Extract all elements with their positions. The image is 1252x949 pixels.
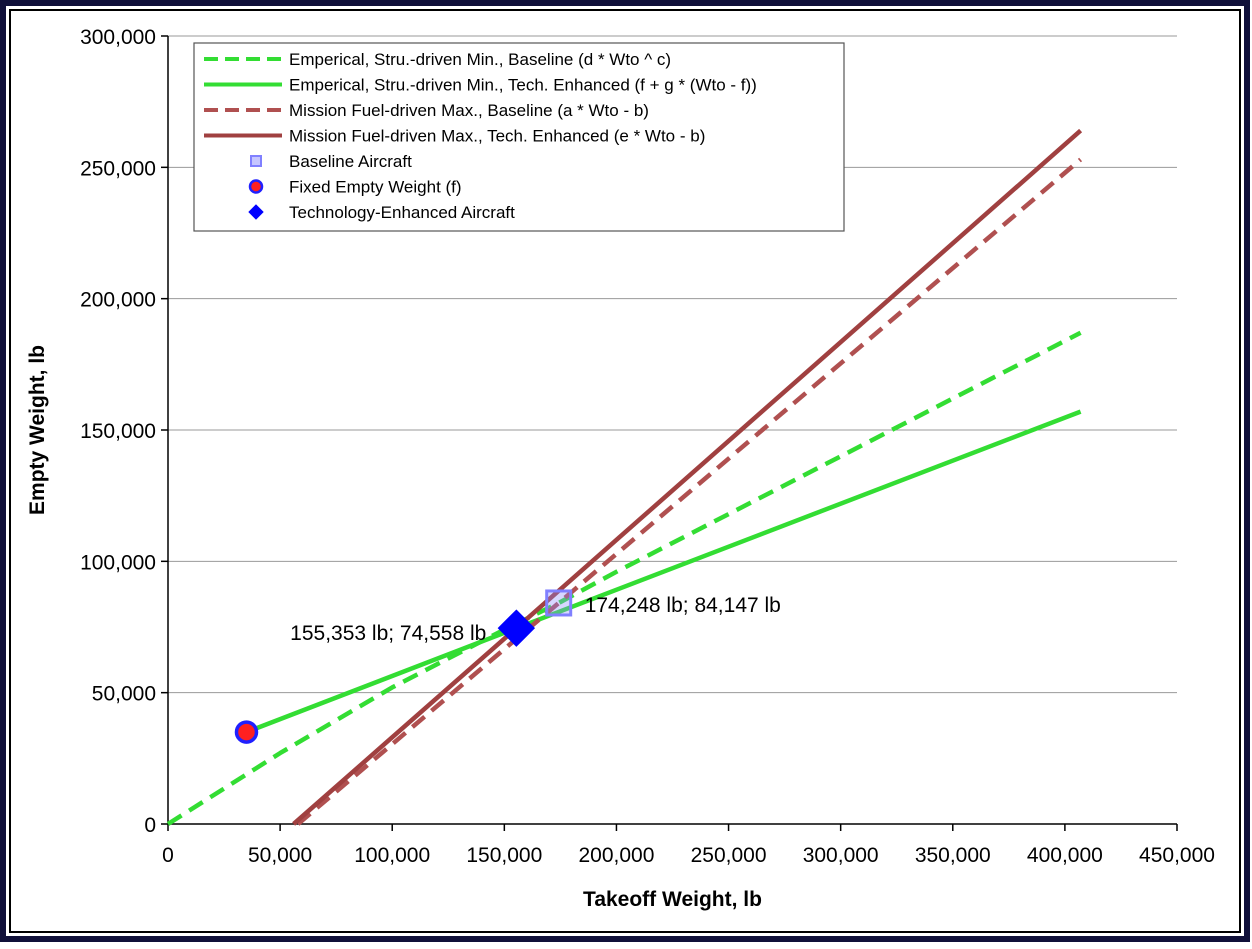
legend-swatch-diamond (248, 204, 264, 220)
marker-diamond-3 (497, 609, 536, 647)
x-tick-label: 0 (162, 844, 174, 867)
annotation-baseline: 174,248 lb; 84,147 lb (585, 594, 781, 617)
y-tick-label: 150,000 (80, 420, 156, 443)
y-tick-label: 250,000 (80, 157, 156, 180)
series-line-3 (296, 157, 1083, 826)
x-tick-label: 450,000 (1139, 844, 1215, 867)
series-line-2 (245, 409, 1082, 735)
legend-label: Mission Fuel-driven Max., Baseline (a * … (289, 101, 649, 120)
y-axis-title: Empty Weight, lb (26, 345, 49, 515)
x-axis-title: Takeoff Weight, lb (583, 888, 762, 911)
y-tick-label: 100,000 (80, 551, 156, 574)
x-tick-label: 50,000 (248, 844, 312, 867)
marker-circle-2 (234, 720, 259, 744)
y-tick-label: 300,000 (80, 26, 156, 49)
legend-label: Mission Fuel-driven Max., Tech. Enhanced… (289, 127, 705, 146)
x-tick-label: 300,000 (803, 844, 879, 867)
x-tick-label: 200,000 (578, 844, 654, 867)
marker-square-1 (545, 589, 573, 617)
x-tick-label: 350,000 (915, 844, 991, 867)
legend-box (193, 42, 845, 232)
series-line-4 (292, 128, 1083, 826)
y-tick-label: 200,000 (80, 289, 156, 312)
series-line-1 (166, 330, 1082, 826)
legend-swatch-square (250, 155, 262, 167)
x-tick-label: 400,000 (1027, 844, 1103, 867)
legend-label: Emperical, Stru.-driven Min., Tech. Enha… (289, 76, 757, 95)
legend-label: Technology-Enhanced Aircraft (289, 203, 515, 222)
x-tick-label: 100,000 (354, 844, 430, 867)
annotation-tech-enhanced: 155,353 lb; 74,558 lb (290, 622, 486, 645)
y-tick-label: 0 (144, 814, 156, 837)
x-tick-label: 150,000 (466, 844, 542, 867)
y-tick-label: 50,000 (92, 683, 156, 706)
x-tick-label: 250,000 (691, 844, 767, 867)
legend-label: Baseline Aircraft (289, 152, 412, 171)
inner-border (9, 9, 1241, 933)
legend-label: Fixed Empty Weight (f) (289, 178, 462, 197)
legend-swatch-circle (248, 179, 264, 194)
legend-label: Emperical, Stru.-driven Min., Baseline (… (289, 50, 671, 69)
